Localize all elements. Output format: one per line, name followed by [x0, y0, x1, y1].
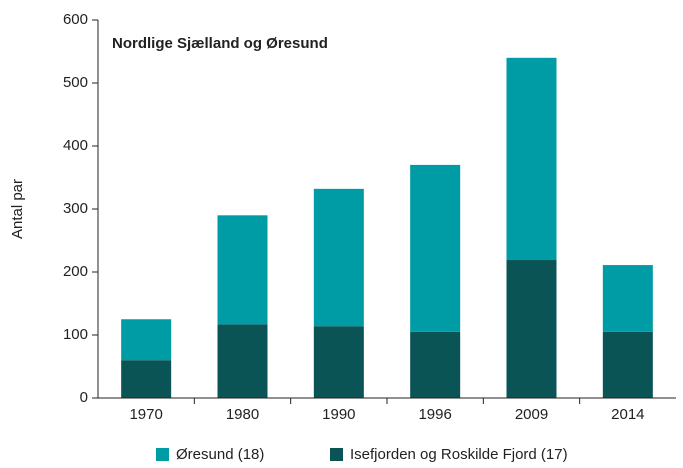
legend-swatch	[156, 448, 169, 461]
y-axis-label: Antal par	[9, 179, 26, 239]
bar-segment	[217, 324, 268, 398]
bar-segment	[602, 331, 653, 398]
y-tick-label: 400	[63, 137, 88, 154]
x-tick-label: 2014	[611, 406, 644, 423]
x-tick-label: 1970	[129, 406, 162, 423]
x-tick-label: 2009	[515, 406, 548, 423]
bar-segment	[602, 265, 653, 332]
bar-segment	[506, 260, 557, 398]
x-tick-label: 1996	[418, 406, 451, 423]
y-tick-label: 500	[63, 74, 88, 91]
x-tick-label: 1990	[322, 406, 355, 423]
legend-label: Øresund (18)	[176, 446, 264, 463]
legend-swatch	[330, 448, 343, 461]
chart-title: Nordlige Sjælland og Øresund	[112, 35, 328, 52]
y-tick-label: 200	[63, 263, 88, 280]
bar-segment	[410, 331, 461, 398]
bar-segment	[121, 360, 172, 398]
bar-segment	[217, 215, 268, 325]
bar-segment	[506, 57, 557, 261]
y-tick-label: 600	[63, 11, 88, 28]
y-tick-label: 300	[63, 200, 88, 217]
y-tick-label: 0	[80, 389, 88, 406]
legend-label: Isefjorden og Roskilde Fjord (17)	[350, 446, 568, 463]
x-tick-label: 1980	[226, 406, 259, 423]
bar-segment	[313, 326, 364, 398]
bar-segment	[410, 164, 461, 332]
bar-segment	[313, 188, 364, 327]
bar-segment	[121, 319, 172, 361]
y-tick-label: 100	[63, 326, 88, 343]
